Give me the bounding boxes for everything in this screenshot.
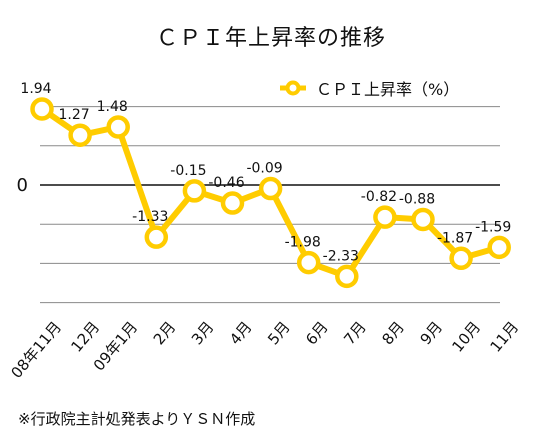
chart-title: ＣＰＩ年上昇率の推移 xyxy=(155,26,386,51)
x-tick-label: 8月 xyxy=(378,318,408,348)
data-label: -1.98 xyxy=(285,235,321,251)
data-point xyxy=(30,97,54,121)
data-label: 1.27 xyxy=(59,107,90,123)
data-point xyxy=(487,235,511,260)
data-label: -0.15 xyxy=(170,163,206,179)
data-point xyxy=(220,191,245,215)
data-label: 1.94 xyxy=(20,81,51,97)
x-tick-label: 5月 xyxy=(264,318,294,348)
x-tick-label: 7月 xyxy=(340,318,370,348)
data-label: -0.09 xyxy=(246,161,282,177)
data-point xyxy=(258,176,283,201)
zero-tick-label: 0 xyxy=(17,175,28,196)
chart-legend: ＣＰＩ上昇率（%） xyxy=(280,76,459,100)
data-label: -2.33 xyxy=(323,248,359,264)
source-note: ※行政院主計処発表よりＹＳＮ作成 xyxy=(18,410,256,428)
data-point xyxy=(449,246,473,271)
data-point xyxy=(296,250,321,275)
data-point xyxy=(411,207,435,232)
x-tick-label: 10月 xyxy=(448,318,484,356)
data-label: -1.87 xyxy=(437,230,473,246)
data-label: -1.33 xyxy=(132,209,168,225)
data-point xyxy=(144,225,169,249)
data-label: -1.59 xyxy=(475,219,511,235)
data-label: -0.82 xyxy=(361,189,397,205)
data-label: 1.48 xyxy=(97,99,128,115)
legend-marker-icon xyxy=(280,80,306,96)
data-label: -0.46 xyxy=(208,175,244,191)
x-tick-label: 3月 xyxy=(188,318,218,348)
x-tick-label: 6月 xyxy=(302,318,332,348)
data-point xyxy=(106,115,130,139)
x-tick-label: 9月 xyxy=(416,318,446,348)
data-label: -0.88 xyxy=(399,191,435,207)
legend-label: ＣＰＩ上昇率（%） xyxy=(316,80,460,99)
x-tick-label: 11月 xyxy=(487,318,523,356)
data-point xyxy=(335,264,359,289)
x-tick-label: 08年11月 xyxy=(7,318,65,382)
x-tick-label: 12月 xyxy=(67,318,103,356)
data-point xyxy=(373,205,397,229)
x-tick-label: 2月 xyxy=(150,318,180,348)
data-point xyxy=(68,123,92,147)
data-point xyxy=(182,179,207,203)
x-tick-label: 4月 xyxy=(226,318,256,348)
